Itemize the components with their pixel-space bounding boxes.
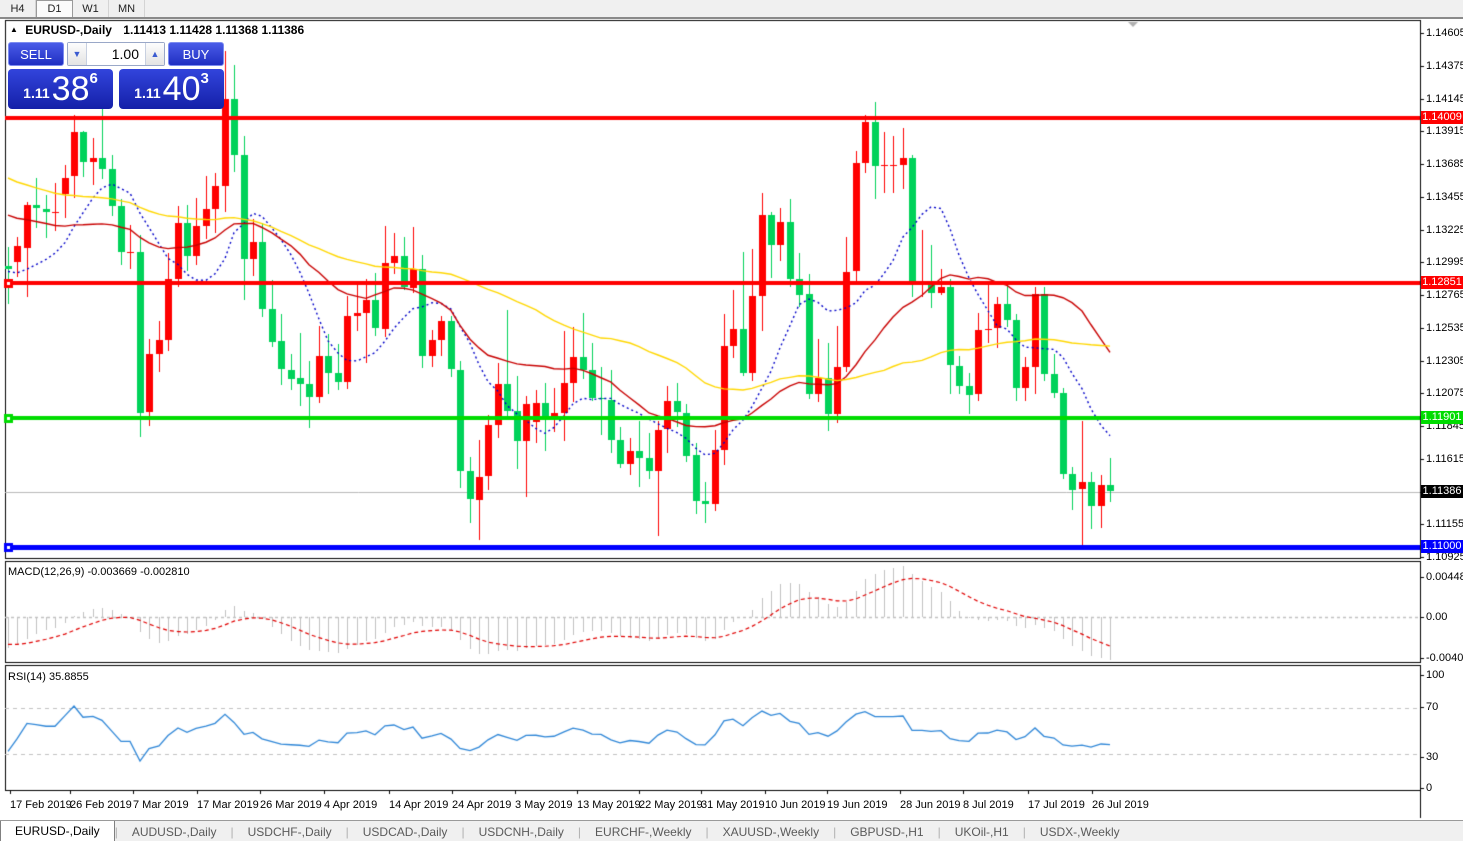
price-tick-label: 1.14375	[1426, 59, 1463, 72]
tab-separator: |	[1022, 824, 1026, 839]
tab-gbpusd-h1[interactable]: GBPUSD-,H1	[850, 824, 924, 839]
tab-separator: |	[461, 824, 465, 839]
price-tick-label: 1.13915	[1426, 125, 1463, 138]
buy-price-sup: 3	[200, 70, 209, 87]
tab-audusd-daily[interactable]: AUDUSD-,Daily	[131, 824, 217, 839]
date-tick-label: 4 Apr 2019	[324, 799, 378, 811]
rsi-axis-label: 100	[1426, 669, 1445, 681]
volume-input[interactable]: 1.00	[111, 46, 139, 62]
hline-price-box: 1.12851	[1421, 275, 1463, 289]
tab-usdcnh-daily[interactable]: USDCNH-,Daily	[478, 824, 564, 839]
tab-xauusd-weekly[interactable]: XAUUSD-,Weekly	[722, 824, 820, 839]
hline-price-box: 1.11901	[1421, 411, 1463, 425]
date-tick-label: 10 Jun 2019	[765, 799, 826, 811]
date-tick-label: 3 May 2019	[515, 799, 573, 811]
price-tick-label: 1.11615	[1426, 452, 1463, 465]
volume-decrease-icon[interactable]: ▼	[68, 43, 87, 65]
price-tick-label: 1.10925	[1426, 551, 1463, 564]
price-tick-label: 1.13455	[1426, 190, 1463, 203]
tab-eurusd-daily[interactable]: EURUSD-,Daily	[0, 821, 115, 841]
tab-separator: |	[705, 824, 709, 839]
timeframe-toolbar: H4 D1 W1 MN	[0, 0, 1463, 19]
date-tick-label: 26 Jul 2019	[1092, 799, 1149, 811]
price-tick-label: 1.12765	[1426, 289, 1463, 302]
macd-axis-label: 0.004482	[1426, 571, 1463, 583]
date-tick-label: 13 May 2019	[577, 799, 641, 811]
sell-button[interactable]: SELL	[8, 42, 64, 66]
trade-panel: SELL ▼ 1.00 ▲ BUY 1.11 38 6 1.11 40 3	[8, 42, 224, 109]
chart-ohlc-values: 1.11413 1.11428 1.11368 1.11386	[123, 23, 305, 37]
macd-axis-label: -0.004057	[1426, 652, 1463, 664]
timeframe-button-h4[interactable]: H4	[0, 0, 36, 17]
price-tick-label: 1.12535	[1426, 321, 1463, 334]
price-tick-label: 1.14145	[1426, 92, 1463, 105]
tab-separator: |	[833, 824, 837, 839]
buy-price-prefix: 1.11	[134, 85, 161, 101]
timeframe-button-mn[interactable]: MN	[109, 0, 145, 17]
date-tick-label: 17 Mar 2019	[197, 799, 259, 811]
date-tick-label: 17 Feb 2019	[10, 799, 72, 811]
buy-price-big: 40	[162, 70, 201, 108]
timeframe-button-d1[interactable]: D1	[36, 0, 73, 17]
rsi-label: RSI(14) 35.8855	[8, 671, 89, 683]
price-tick-label: 1.11155	[1426, 518, 1463, 531]
tab-separator: |	[345, 824, 349, 839]
macd-axis-label: 0.00	[1426, 611, 1448, 623]
chart-symbol-label: EURUSD-,Daily	[25, 23, 112, 37]
sell-price-sup: 6	[89, 70, 98, 87]
price-tick-label: 1.13685	[1426, 158, 1463, 171]
price-tick-label: 1.12075	[1426, 387, 1463, 400]
tab-separator: |	[230, 824, 234, 839]
date-tick-label: 8 Jul 2019	[963, 799, 1014, 811]
date-tick-label: 7 Mar 2019	[133, 799, 189, 811]
sell-price-prefix: 1.11	[23, 85, 50, 101]
macd-label: MACD(12,26,9) -0.003669 -0.002810	[8, 566, 190, 578]
buy-button[interactable]: BUY	[168, 42, 224, 66]
price-tick-label: 1.12305	[1426, 354, 1463, 367]
date-tick-label: 26 Mar 2019	[260, 799, 322, 811]
tab-ukoil-h1[interactable]: UKOil-,H1	[954, 824, 1009, 839]
rsi-axis-label: 30	[1426, 751, 1439, 763]
date-tick-label: 28 Jun 2019	[900, 799, 961, 811]
date-tick-label: 26 Feb 2019	[70, 799, 132, 811]
tab-usdchf-daily[interactable]: USDCHF-,Daily	[247, 824, 332, 839]
chart-tab-bar: EURUSD-,Daily | AUDUSD-,Daily | USDCHF-,Dail…	[0, 820, 1463, 841]
collapse-icon[interactable]: ▲	[10, 25, 18, 34]
current-price-box: 1.11386	[1421, 484, 1463, 498]
tab-separator: |	[577, 824, 582, 839]
sell-price-big: 38	[51, 70, 90, 108]
hline-price-box: 1.11000	[1421, 539, 1463, 553]
tab-usdcad-daily[interactable]: USDCAD-,Daily	[362, 824, 448, 839]
price-tick-label: 1.14605	[1426, 27, 1463, 39]
rsi-axis-label: 70	[1426, 701, 1439, 713]
price-tick-label: 1.13225	[1426, 223, 1463, 236]
date-tick-label: 22 May 2019	[639, 799, 703, 811]
sell-price-tile[interactable]: 1.11 38 6	[8, 69, 113, 109]
hline-price-box: 1.14009	[1421, 110, 1463, 124]
tab-separator: |	[114, 824, 118, 839]
tab-usdx-weekly[interactable]: USDX-,Weekly	[1039, 824, 1120, 839]
timeframe-button-w1[interactable]: W1	[73, 0, 109, 17]
date-tick-label: 14 Apr 2019	[389, 799, 449, 811]
volume-increase-icon[interactable]: ▲	[145, 43, 164, 65]
price-tick-label: 1.12995	[1426, 256, 1463, 269]
tab-separator: |	[937, 824, 941, 839]
date-tick-label: 19 Jun 2019	[827, 799, 888, 811]
chart-header: ▲ EURUSD-,Daily 1.11413 1.11428 1.11368 …	[10, 23, 304, 37]
date-tick-label: 17 Jul 2019	[1028, 799, 1085, 811]
rsi-axis-label: 0	[1426, 782, 1433, 794]
volume-spinner: ▼ 1.00 ▲	[67, 42, 165, 66]
date-tick-label: 31 May 2019	[701, 799, 765, 811]
tab-eurchf-weekly[interactable]: EURCHF-,Weekly	[595, 824, 692, 839]
date-tick-label: 24 Apr 2019	[452, 799, 512, 811]
buy-price-tile[interactable]: 1.11 40 3	[119, 69, 224, 109]
